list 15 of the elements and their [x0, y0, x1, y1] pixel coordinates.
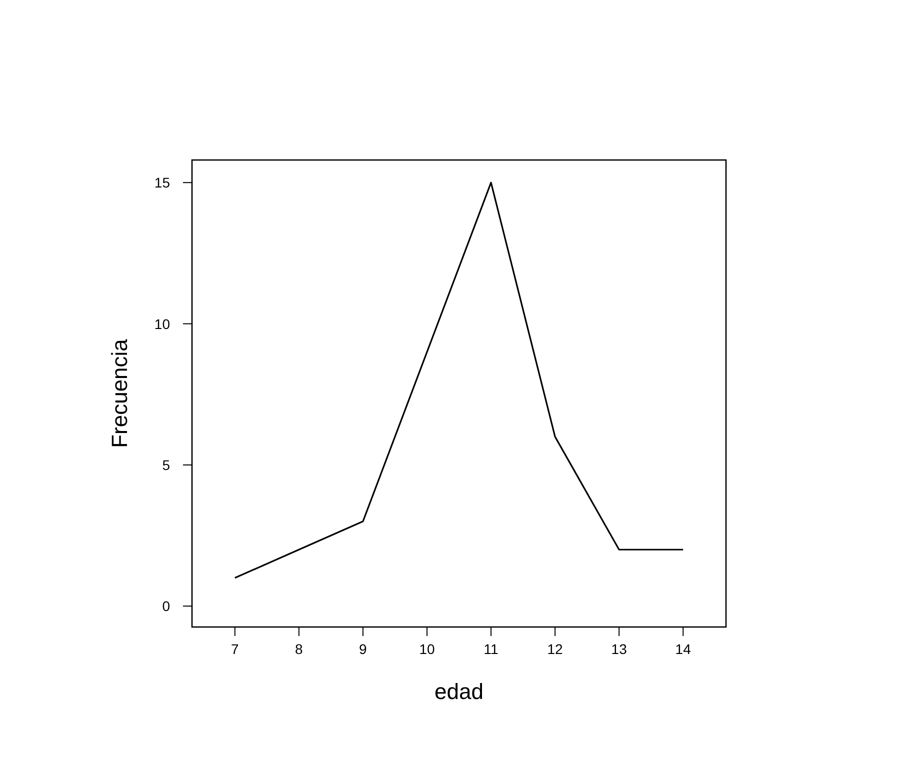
x-tick-label: 8 — [295, 641, 304, 657]
x-tick-label: 12 — [547, 641, 564, 657]
y-tick-label: 0 — [162, 598, 170, 614]
y-tick-label: 5 — [162, 456, 170, 473]
x-tick-label: 9 — [359, 641, 368, 657]
x-tick-label: 14 — [675, 641, 692, 657]
x-tick-label: 10 — [419, 641, 435, 657]
x-axis-title: edad — [434, 679, 484, 704]
x-tick-label: 7 — [231, 641, 239, 657]
y-tick-label: 15 — [154, 174, 170, 191]
y-axis-title: Frecuencia — [107, 338, 132, 448]
line-series — [234, 182, 684, 579]
y-tick-label: 10 — [154, 316, 170, 332]
x-tick-label: 11 — [484, 641, 498, 657]
x-tick-label: 13 — [611, 641, 628, 657]
